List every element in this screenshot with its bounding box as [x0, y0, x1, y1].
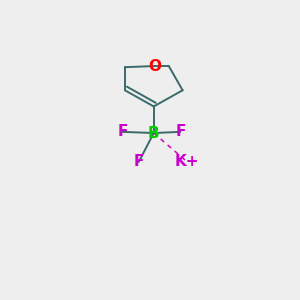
- Text: B: B: [148, 125, 160, 140]
- Text: F: F: [175, 124, 185, 140]
- Text: O: O: [148, 58, 161, 74]
- Text: K+: K+: [175, 154, 200, 169]
- Text: F: F: [117, 124, 128, 140]
- Text: F: F: [134, 154, 144, 169]
